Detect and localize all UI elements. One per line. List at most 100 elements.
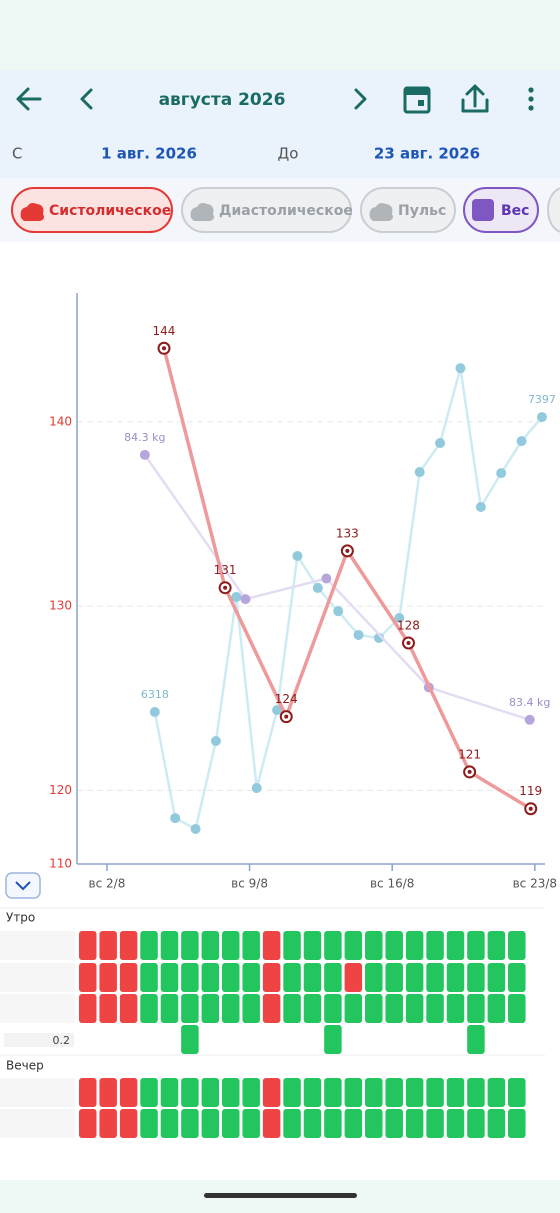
- status-cell[interactable]: [344, 994, 363, 1023]
- status-cell[interactable]: [242, 1109, 260, 1138]
- status-cell[interactable]: [119, 931, 138, 960]
- status-cell[interactable]: [262, 1109, 281, 1138]
- status-cell[interactable]: [262, 994, 281, 1023]
- status-cell[interactable]: [405, 994, 424, 1023]
- status-cell[interactable]: [181, 1025, 199, 1054]
- status-cell[interactable]: [119, 963, 138, 992]
- status-cell[interactable]: [467, 994, 485, 1023]
- status-cell[interactable]: [262, 963, 281, 992]
- status-cell[interactable]: [262, 931, 281, 960]
- back-button[interactable]: [16, 87, 42, 111]
- status-cell[interactable]: [242, 994, 260, 1023]
- prev-button[interactable]: [80, 88, 93, 110]
- status-cell[interactable]: [201, 1078, 220, 1107]
- status-cell[interactable]: [140, 994, 158, 1023]
- status-cell[interactable]: [446, 994, 465, 1023]
- status-cell[interactable]: [385, 1109, 403, 1138]
- status-cell[interactable]: [119, 994, 138, 1023]
- status-cell[interactable]: [79, 994, 97, 1023]
- status-cell[interactable]: [181, 1078, 199, 1107]
- status-cell[interactable]: [324, 994, 342, 1023]
- status-cell[interactable]: [508, 931, 526, 960]
- status-cell[interactable]: [508, 994, 526, 1023]
- collapse-button[interactable]: [5, 872, 41, 899]
- status-cell[interactable]: [324, 1078, 342, 1107]
- status-cell[interactable]: [283, 931, 301, 960]
- status-cell[interactable]: [365, 994, 383, 1023]
- status-cell[interactable]: [222, 994, 240, 1023]
- status-cell[interactable]: [508, 963, 526, 992]
- status-cell[interactable]: [222, 963, 240, 992]
- status-cell[interactable]: [385, 931, 403, 960]
- status-cell[interactable]: [508, 1109, 526, 1138]
- status-cell[interactable]: [365, 963, 383, 992]
- status-cell[interactable]: [365, 931, 383, 960]
- status-cell[interactable]: [181, 1109, 199, 1138]
- chip[interactable]: [181, 187, 352, 233]
- menu-button[interactable]: [528, 87, 534, 111]
- status-cell[interactable]: [467, 963, 485, 992]
- status-cell[interactable]: [222, 1078, 240, 1107]
- status-cell[interactable]: [160, 963, 179, 992]
- status-cell[interactable]: [344, 931, 363, 960]
- status-cell[interactable]: [344, 963, 363, 992]
- status-cell[interactable]: [446, 931, 465, 960]
- status-cell[interactable]: [201, 1109, 220, 1138]
- status-cell[interactable]: [365, 1109, 383, 1138]
- status-cell[interactable]: [222, 931, 240, 960]
- status-cell[interactable]: [283, 1078, 301, 1107]
- status-cell[interactable]: [446, 963, 465, 992]
- status-cell[interactable]: [385, 1078, 403, 1107]
- status-cell[interactable]: [467, 1025, 485, 1054]
- status-cell[interactable]: [385, 963, 403, 992]
- status-cell[interactable]: [242, 963, 260, 992]
- status-cell[interactable]: [365, 1078, 383, 1107]
- status-cell[interactable]: [262, 1078, 281, 1107]
- status-cell[interactable]: [303, 1109, 322, 1138]
- status-cell[interactable]: [324, 1025, 342, 1054]
- status-cell[interactable]: [446, 1078, 465, 1107]
- chip[interactable]: [11, 187, 173, 233]
- status-cell[interactable]: [140, 1109, 158, 1138]
- status-cell[interactable]: [426, 931, 444, 960]
- status-cell[interactable]: [405, 1109, 424, 1138]
- status-cell[interactable]: [487, 931, 506, 960]
- status-cell[interactable]: [303, 1078, 322, 1107]
- status-cell[interactable]: [324, 1109, 342, 1138]
- status-cell[interactable]: [99, 994, 117, 1023]
- status-cell[interactable]: [181, 931, 199, 960]
- status-cell[interactable]: [467, 1078, 485, 1107]
- next-button[interactable]: [354, 88, 367, 110]
- status-cell[interactable]: [140, 963, 158, 992]
- status-cell[interactable]: [79, 1109, 97, 1138]
- status-cell[interactable]: [119, 1078, 138, 1107]
- status-cell[interactable]: [242, 1078, 260, 1107]
- status-cell[interactable]: [405, 963, 424, 992]
- chip-partial[interactable]: [547, 187, 560, 233]
- share-button[interactable]: [461, 84, 489, 113]
- status-cell[interactable]: [242, 931, 260, 960]
- status-cell[interactable]: [283, 963, 301, 992]
- status-cell[interactable]: [487, 994, 506, 1023]
- status-cell[interactable]: [99, 931, 117, 960]
- status-cell[interactable]: [303, 963, 322, 992]
- to-date[interactable]: 23 авг. 2026: [374, 145, 480, 163]
- status-cell[interactable]: [99, 963, 117, 992]
- status-cell[interactable]: [99, 1109, 117, 1138]
- status-cell[interactable]: [446, 1109, 465, 1138]
- status-cell[interactable]: [201, 931, 220, 960]
- status-cell[interactable]: [160, 931, 179, 960]
- status-cell[interactable]: [181, 963, 199, 992]
- status-cell[interactable]: [385, 994, 403, 1023]
- status-cell[interactable]: [79, 1078, 97, 1107]
- status-cell[interactable]: [79, 931, 97, 960]
- status-cell[interactable]: [426, 1109, 444, 1138]
- status-cell[interactable]: [487, 963, 506, 992]
- status-cell[interactable]: [426, 963, 444, 992]
- status-cell[interactable]: [119, 1109, 138, 1138]
- status-cell[interactable]: [160, 994, 179, 1023]
- status-cell[interactable]: [487, 1078, 506, 1107]
- status-cell[interactable]: [201, 963, 220, 992]
- status-cell[interactable]: [79, 963, 97, 992]
- status-cell[interactable]: [181, 994, 199, 1023]
